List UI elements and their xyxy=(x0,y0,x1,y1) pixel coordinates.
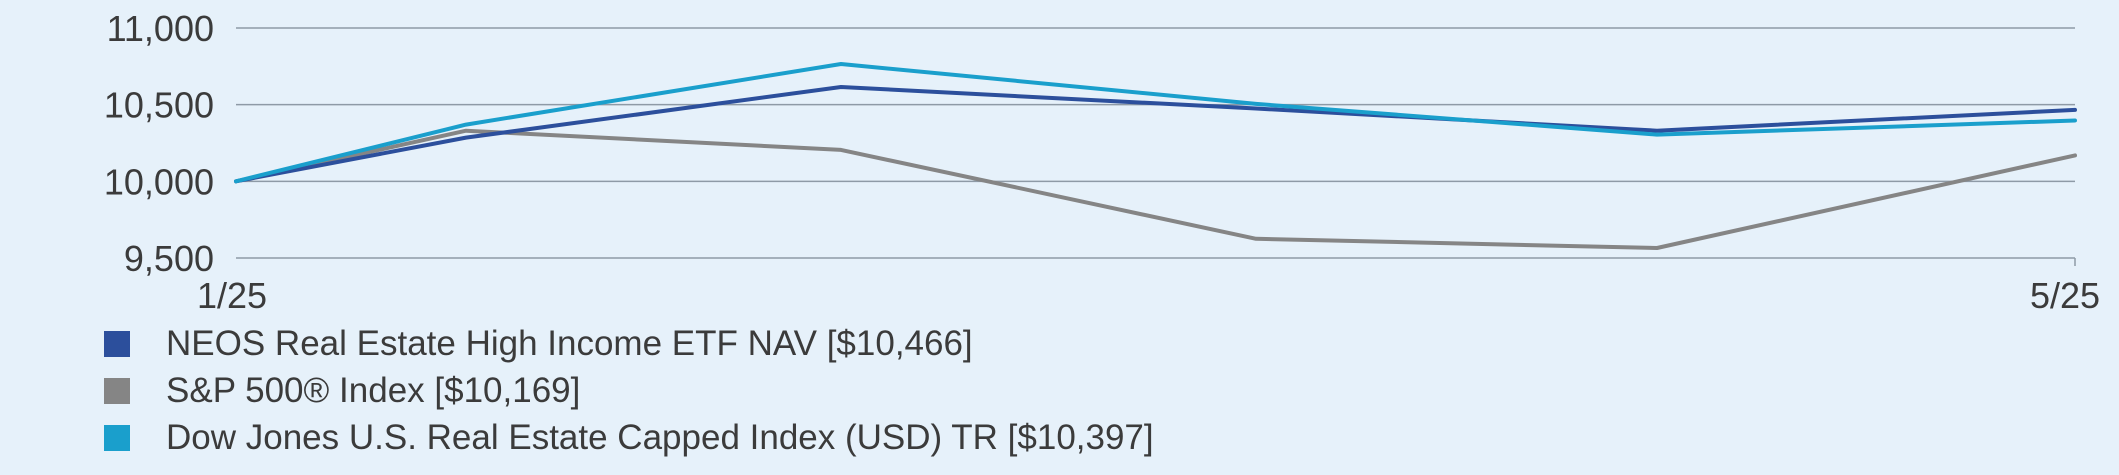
legend-label-sp500: S&P 500® Index [$10,169] xyxy=(166,370,581,410)
legend-swatch-sp500 xyxy=(104,377,130,404)
x-axis-ticks: 1/25 5/25 xyxy=(197,275,2100,316)
legend: NEOS Real Estate High Income ETF NAV [$1… xyxy=(104,320,1154,461)
legend-item-sp500: S&P 500® Index [$10,169] xyxy=(104,367,1154,414)
x-tick-label: 1/25 xyxy=(197,275,267,316)
legend-swatch-neos xyxy=(104,330,130,357)
legend-item-dow-jones: Dow Jones U.S. Real Estate Capped Index … xyxy=(104,414,1154,461)
legend-item-neos: NEOS Real Estate High Income ETF NAV [$1… xyxy=(104,320,1154,367)
series-line-dow-jones xyxy=(234,62,2077,184)
legend-label-dow-jones: Dow Jones U.S. Real Estate Capped Index … xyxy=(166,417,1154,457)
x-tick-label: 5/25 xyxy=(2030,275,2100,316)
grid-lines xyxy=(236,27,2076,266)
series-line-sp500 xyxy=(234,128,2077,250)
y-tick-label: 9,500 xyxy=(124,238,214,279)
legend-swatch-dow-jones xyxy=(104,424,130,451)
series-line-neos xyxy=(234,85,2077,184)
series-lines xyxy=(234,62,2077,250)
y-tick-label: 11,000 xyxy=(107,8,214,49)
y-axis-ticks: 11,000 10,500 10,000 9,500 xyxy=(104,8,214,279)
legend-label-neos: NEOS Real Estate High Income ETF NAV [$1… xyxy=(166,323,973,363)
y-tick-label: 10,000 xyxy=(104,161,214,202)
y-tick-label: 10,500 xyxy=(104,85,214,126)
